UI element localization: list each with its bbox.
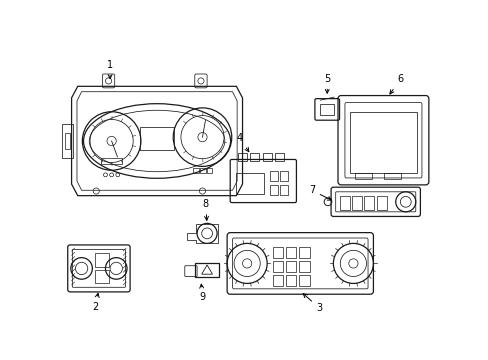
Bar <box>298 247 309 258</box>
Text: 6: 6 <box>389 75 403 94</box>
Text: 1: 1 <box>107 60 113 78</box>
Bar <box>280 185 287 195</box>
Text: 4: 4 <box>236 133 248 152</box>
Bar <box>354 173 371 179</box>
Text: 7: 7 <box>308 185 331 200</box>
Text: 8: 8 <box>202 199 208 220</box>
Bar <box>285 247 296 258</box>
Bar <box>64 133 70 149</box>
Bar <box>193 168 198 172</box>
Bar <box>207 168 212 172</box>
Bar <box>298 275 309 286</box>
Bar <box>351 196 361 210</box>
Bar <box>270 185 277 195</box>
Bar <box>280 171 287 181</box>
Text: 3: 3 <box>303 294 322 313</box>
Bar <box>272 261 283 272</box>
Bar <box>272 275 283 286</box>
Text: 2: 2 <box>92 293 99 311</box>
Bar <box>238 153 246 161</box>
Bar <box>272 247 283 258</box>
Bar <box>298 261 309 272</box>
Bar <box>236 172 264 194</box>
Bar <box>140 127 174 150</box>
Bar <box>376 196 386 210</box>
Text: 9: 9 <box>199 284 205 302</box>
Bar <box>384 173 400 179</box>
Bar <box>250 153 259 161</box>
Bar <box>270 171 277 181</box>
Text: 5: 5 <box>324 73 330 93</box>
Bar <box>285 275 296 286</box>
Bar <box>200 168 205 172</box>
Bar <box>364 196 373 210</box>
Bar <box>339 196 349 210</box>
Bar <box>320 104 333 115</box>
Bar <box>101 158 122 164</box>
Bar <box>262 153 271 161</box>
Bar <box>285 261 296 272</box>
Bar <box>274 153 284 161</box>
Bar <box>95 253 109 266</box>
Bar <box>349 112 416 172</box>
Bar <box>62 124 73 158</box>
Bar <box>95 270 109 283</box>
